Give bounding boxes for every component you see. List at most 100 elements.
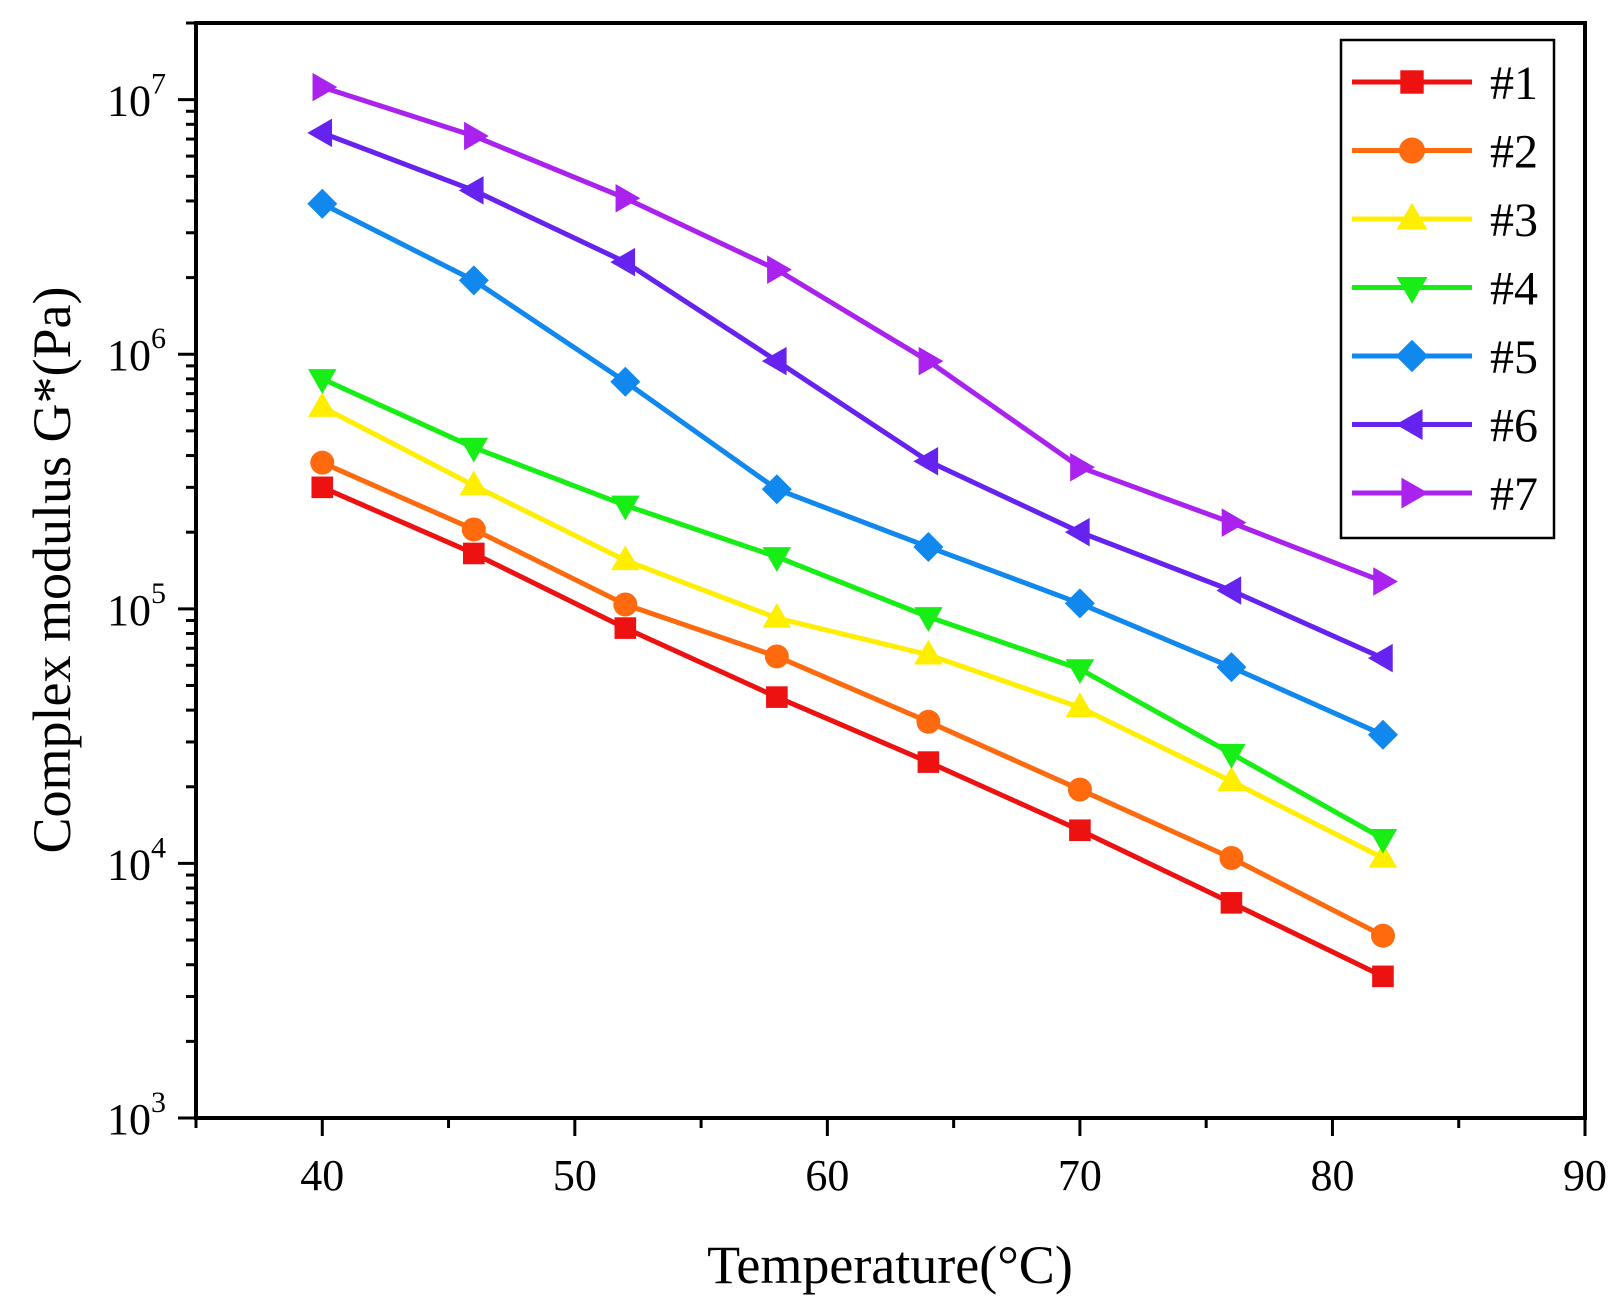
legend-label: #3: [1490, 194, 1538, 247]
data-point-square: [463, 542, 485, 565]
data-point-triangle-left: [610, 247, 636, 277]
legend-item: #5: [1352, 331, 1538, 384]
data-point-triangle-up: [459, 470, 489, 496]
data-point-triangle-down: [762, 547, 792, 572]
data-point-triangle-left: [1064, 517, 1090, 547]
x-tick-label: 70: [1058, 1151, 1102, 1200]
data-point-square: [1372, 965, 1394, 988]
legend-item: #2: [1352, 126, 1538, 179]
series-n1: [311, 476, 1394, 988]
series-line: [321, 201, 1384, 738]
y-tick-exponent: 4: [151, 831, 166, 864]
series-n5: [307, 188, 1398, 750]
legend: #1 #2 #3 #4 #5 #6 #7: [1339, 38, 1556, 540]
legend-item: #7: [1352, 468, 1538, 521]
y-tick-base: 10: [107, 586, 151, 635]
series-n3: [308, 392, 1398, 868]
y-tick-base: 10: [107, 331, 151, 380]
data-point-circle: [1370, 923, 1395, 948]
data-point-circle: [613, 592, 638, 617]
data-point-triangle-down: [1217, 743, 1246, 769]
data-point-triangle-left: [458, 176, 484, 205]
data-point-square: [1220, 892, 1243, 914]
legend-item: #3: [1352, 194, 1538, 247]
data-point-triangle-left: [913, 446, 939, 476]
data-point-triangle-down: [1065, 659, 1095, 685]
data-point-triangle-down: [914, 607, 943, 632]
y-tick-base: 10: [107, 1095, 151, 1144]
legend-label: #4: [1490, 263, 1538, 316]
legend-label: #2: [1490, 126, 1538, 179]
series-line: [321, 485, 1385, 979]
data-point-triangle-down: [459, 437, 489, 463]
data-point-triangle-left: [307, 118, 333, 148]
plot-frame: [194, 21, 1587, 1120]
x-tick-label: 80: [1310, 1151, 1354, 1200]
data-point-triangle-up: [611, 545, 640, 571]
y-tick-label: 106: [107, 322, 166, 380]
y-tick-label: 104: [107, 831, 166, 889]
data-point-triangle-up: [1396, 202, 1428, 230]
data-point-square: [917, 751, 940, 773]
series-n4: [308, 369, 1398, 854]
legend-label: #7: [1490, 468, 1538, 521]
data-point-diamond: [913, 531, 944, 562]
y-tick-base: 10: [107, 77, 151, 126]
series-line: [321, 84, 1384, 584]
x-tick-label: 50: [553, 1151, 597, 1200]
legend-item: #4: [1352, 263, 1538, 316]
y-tick-base: 10: [107, 840, 151, 889]
data-point-circle: [916, 709, 941, 734]
data-point-triangle-up: [308, 392, 337, 417]
data-point-triangle-right: [312, 72, 338, 102]
series-n2: [310, 450, 1395, 948]
series-n7: [312, 72, 1398, 596]
data-point-triangle-right: [1373, 567, 1398, 596]
data-point-circle: [310, 450, 335, 475]
data-point-triangle-right: [1401, 477, 1429, 509]
series-n6: [307, 118, 1393, 673]
data-point-triangle-up: [1217, 766, 1246, 792]
data-point-triangle-right: [464, 121, 489, 151]
data-point-diamond: [1395, 339, 1429, 373]
data-point-triangle-right: [1070, 452, 1095, 482]
x-axis-ticks: 40 50 60 70 80 90: [194, 1118, 1607, 1200]
y-tick-exponent: 5: [151, 577, 166, 610]
series-line: [321, 130, 1384, 661]
legend-label: #6: [1490, 400, 1538, 453]
data-point-triangle-left: [1395, 409, 1423, 440]
data-point-triangle-down: [611, 495, 640, 521]
data-point-circle: [1067, 777, 1092, 802]
data-point-diamond: [1216, 652, 1247, 683]
data-point-diamond: [307, 188, 338, 219]
data-point-triangle-up: [1065, 692, 1095, 718]
series-line: [321, 376, 1385, 841]
data-point-diamond: [1367, 719, 1398, 750]
x-tick-label: 90: [1563, 1151, 1607, 1200]
data-point-square: [1069, 819, 1091, 842]
x-axis-title: Temperature(°C): [707, 1235, 1073, 1295]
series-layer: [307, 72, 1398, 988]
data-point-triangle-left: [1367, 643, 1393, 673]
y-axis-title: Complex modulus G*(Pa): [22, 287, 82, 854]
data-point-diamond: [1064, 588, 1095, 619]
legend-label: #5: [1490, 331, 1538, 384]
data-point-square: [614, 617, 637, 639]
legend-label: #1: [1490, 57, 1538, 110]
series-line: [321, 404, 1385, 861]
data-point-triangle-down: [308, 369, 337, 394]
data-point-square: [1400, 70, 1424, 94]
data-point-circle: [461, 517, 486, 542]
y-tick-exponent: 6: [151, 322, 166, 355]
y-tick-exponent: 3: [151, 1086, 166, 1119]
data-point-circle: [1219, 846, 1244, 871]
data-point-triangle-left: [761, 346, 787, 376]
data-point-circle: [764, 644, 789, 669]
data-point-triangle-right: [1221, 508, 1247, 537]
data-point-square: [766, 686, 788, 708]
data-point-triangle-right: [615, 183, 641, 213]
y-tick-label: 107: [107, 68, 166, 126]
